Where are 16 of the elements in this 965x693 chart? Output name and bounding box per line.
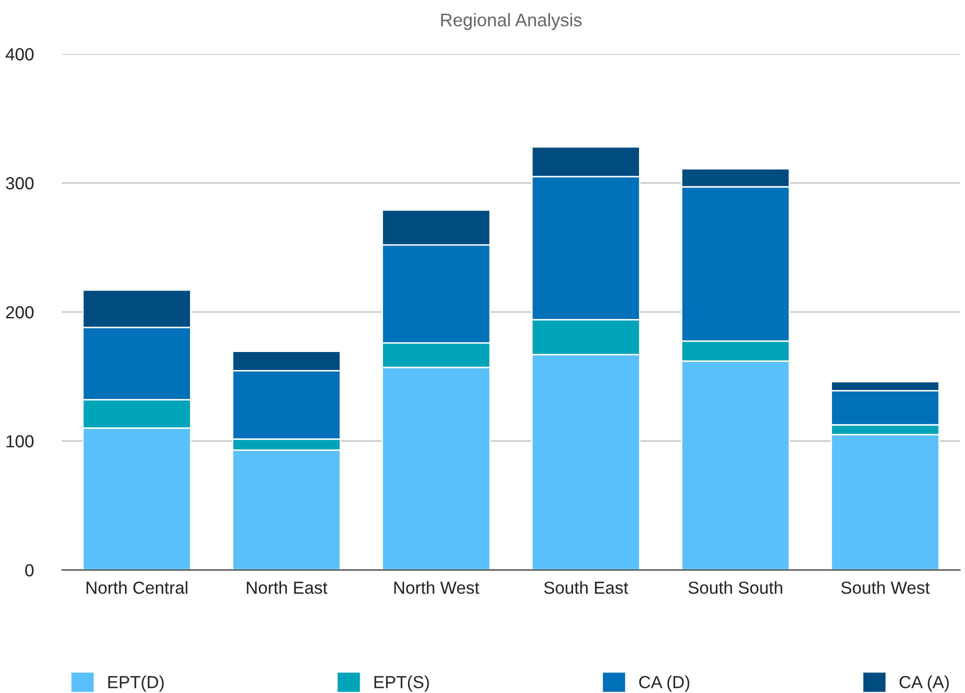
x-tick-label: North West: [394, 581, 480, 594]
x-tick-label: South West: [841, 581, 930, 594]
legend-label: EPT(S): [374, 676, 429, 692]
y-tick-label: 300: [6, 177, 34, 190]
chart-title: Regional Analysis: [441, 13, 582, 30]
x-tick-label: South South: [688, 581, 782, 594]
y-tick-label: 100: [6, 435, 34, 448]
x-tick-label: South East: [544, 581, 628, 594]
legend-label: CA (A): [900, 676, 949, 692]
legend-label: CA (D): [639, 676, 690, 692]
x-tick-label: North Central: [86, 581, 188, 594]
x-tick-label: North East: [246, 581, 328, 594]
legend-label: EPT(D): [108, 676, 164, 692]
y-tick-label: 200: [6, 306, 34, 318]
y-tick-label: 400: [6, 48, 34, 60]
y-tick-label: 0: [25, 564, 34, 576]
